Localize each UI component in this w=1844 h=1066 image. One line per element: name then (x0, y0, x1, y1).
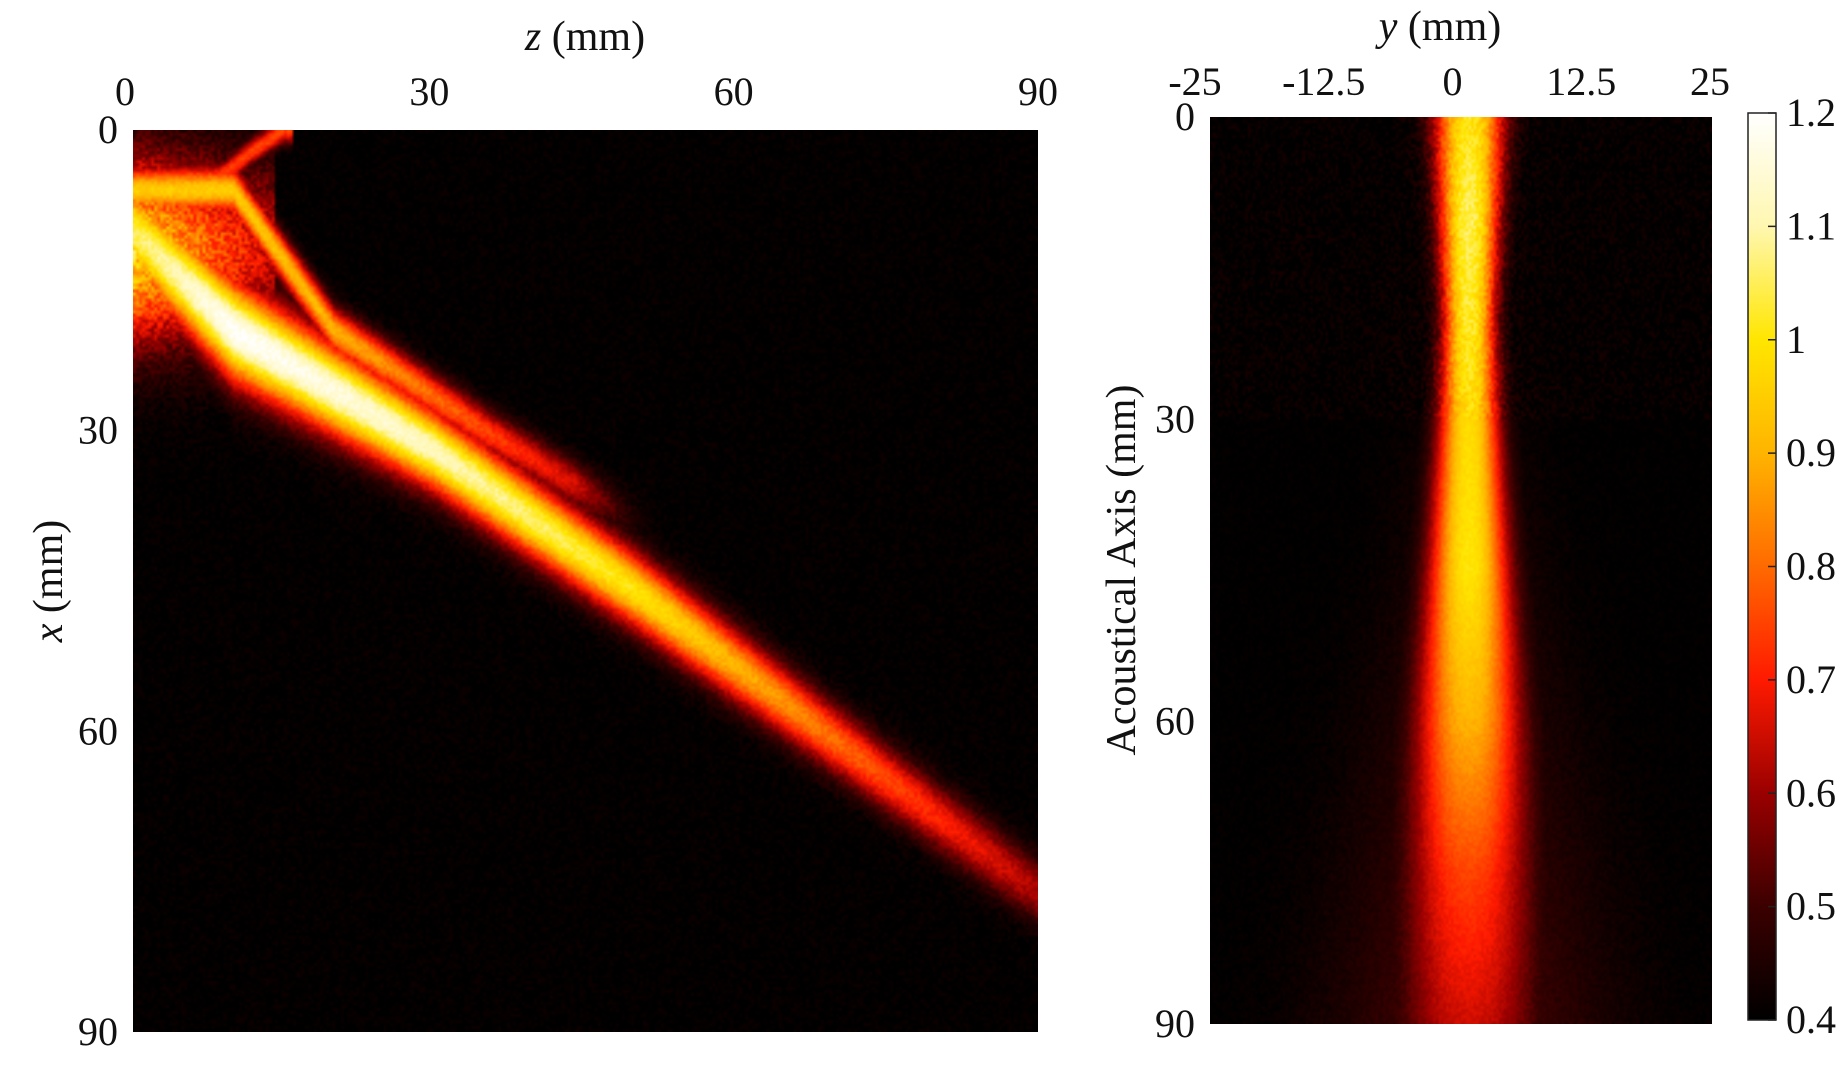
left-y-tick-label: 90 (78, 1009, 118, 1054)
right-heatmap-image (1210, 117, 1712, 1024)
left-heatmap-panel: 0 30 60 90 0 30 60 90 z (mm) x (mm) (26, 14, 1058, 1054)
colorbar-tick-labels: 1.2 1.1 1 0.9 0.8 0.7 0.6 0.5 0.4 (1768, 90, 1836, 1042)
left-x-axis-label: z (mm) (524, 14, 645, 60)
right-y-tick-label: 0 (1175, 94, 1195, 139)
right-x-tick-label: -12.5 (1282, 59, 1365, 104)
left-x-tick-label: 60 (714, 69, 754, 114)
left-y-axis-label: x (mm) (26, 520, 72, 643)
right-x-tick-label: 0 (1443, 59, 1463, 104)
left-x-axis-unit: (mm) (541, 14, 645, 60)
colorbar: 1.2 1.1 1 0.9 0.8 0.7 0.6 0.5 0.4 (1747, 90, 1836, 1042)
left-x-tick-labels: 0 30 60 90 (115, 69, 1058, 114)
colorbar-tick-label: 0.4 (1786, 997, 1836, 1042)
colorbar-tick-label: 1.1 (1786, 203, 1836, 248)
right-y-tick-labels: 0 30 60 90 (1155, 94, 1195, 1046)
right-y-tick-label: 60 (1155, 699, 1195, 744)
right-y-tick-label: 30 (1155, 396, 1195, 441)
right-heatmap-panel: -25 -12.5 0 12.5 25 0 30 60 90 y (mm) Acoustica… (1099, 4, 1730, 1046)
left-x-tick-label: 30 (409, 69, 449, 114)
colorbar-tick-label: 0.5 (1786, 884, 1836, 929)
left-y-tick-label: 60 (78, 708, 118, 753)
colorbar-tick-label: 1 (1786, 317, 1806, 362)
right-x-tick-label: 25 (1690, 59, 1730, 104)
right-x-tick-label: 12.5 (1546, 59, 1616, 104)
right-x-axis-label: y (mm) (1375, 4, 1501, 50)
right-y-axis-label: Acoustical Axis (mm) (1099, 385, 1145, 756)
left-x-axis-var: z (524, 14, 541, 60)
right-x-axis-unit: (mm) (1397, 4, 1501, 50)
colorbar-tick-label: 0.6 (1786, 770, 1836, 815)
colorbar-tick-label: 0.8 (1786, 544, 1836, 589)
right-x-tick-labels: -25 -12.5 0 12.5 25 (1168, 59, 1730, 104)
left-y-tick-labels: 0 30 60 90 (78, 107, 118, 1054)
colorbar-tick-label: 1.2 (1786, 90, 1836, 135)
left-y-axis-unit: (mm) (26, 520, 72, 624)
left-y-tick-label: 0 (98, 107, 118, 152)
left-y-tick-label: 30 (78, 408, 118, 453)
right-y-tick-label: 90 (1155, 1001, 1195, 1046)
left-y-axis-var: x (26, 623, 72, 643)
colorbar-tick-label: 0.9 (1786, 430, 1836, 475)
right-x-tick-label: -25 (1168, 59, 1221, 104)
left-heatmap-image (133, 130, 1038, 1032)
left-x-tick-label: 0 (115, 69, 135, 114)
right-x-axis-var: y (1375, 4, 1398, 50)
left-x-tick-label: 90 (1018, 69, 1058, 114)
colorbar-tick-label: 0.7 (1786, 657, 1836, 702)
